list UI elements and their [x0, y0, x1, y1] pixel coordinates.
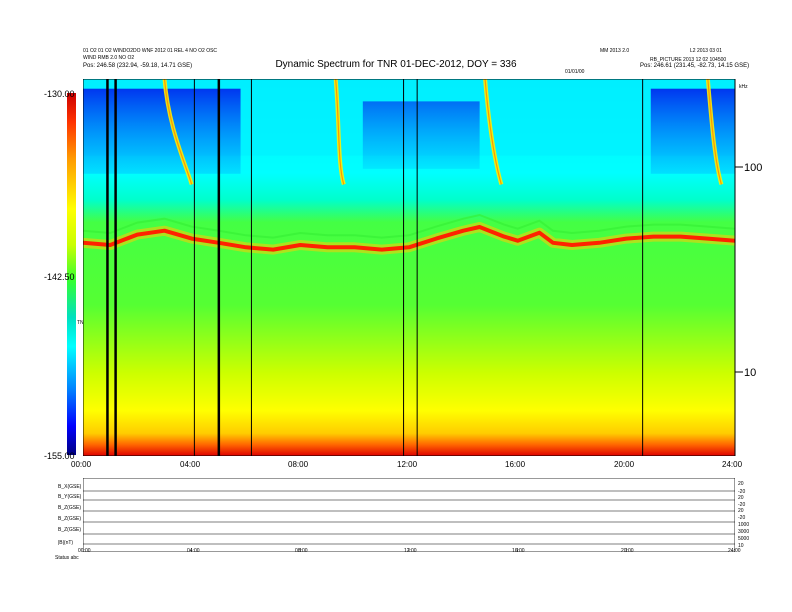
type-iii-burst-core-1	[335, 79, 345, 185]
plasma-line	[83, 225, 735, 252]
lower-right-label-5: -20	[738, 515, 746, 521]
lower-label-by: B_Y(GSE)	[58, 494, 82, 500]
header-right-line3: RB_PICTURE 2013 12 02 104500	[650, 57, 727, 63]
lower-right-label-2: 20	[738, 495, 744, 501]
header-left-line2: WIND RMB 2.0 NO O2	[83, 55, 135, 61]
header-left-position: Pos: 246.58 (232.94, -59.18, 14.71 GSE)	[83, 63, 193, 69]
x-tick-label-1: 04:00	[180, 460, 201, 469]
colorbar-tick-top: -130.00	[44, 89, 75, 99]
x-tick-label-2: 08:00	[288, 460, 309, 469]
type-iii-burst-core-3	[707, 79, 722, 185]
lower-label-bx: B_X(GSE)	[58, 484, 82, 490]
colorbar	[67, 93, 76, 455]
header-right-line2: L2 2013 03 01	[690, 48, 722, 54]
lower-right-label-9: 10	[738, 543, 744, 549]
x-tick-label-3: 12:00	[397, 460, 418, 469]
blue-emission-right	[650, 88, 735, 174]
lower-right-label-7: 3000	[738, 529, 750, 535]
lower-label-b: |B|(nT)	[58, 540, 74, 546]
lower-right-label-6: 1000	[738, 522, 750, 528]
x-tick-label-5: 20:00	[614, 460, 635, 469]
header-mid-tag: 01/01/00	[565, 69, 585, 75]
type-iii-burst-core-0	[163, 79, 193, 185]
burst-layer	[83, 79, 735, 186]
header-left-line1: 01 O2 01 O2 WINDO2DO WNF 2012 01 REL 4 N…	[83, 48, 218, 54]
lower-time-0: 00:00	[78, 548, 91, 554]
blue-emission-middle	[362, 101, 480, 169]
header-right-position: Pos: 246.61 (231.45, -82.73, 14.15 GSE)	[640, 63, 750, 69]
type-iii-burst-core-2	[484, 79, 502, 185]
magnetometer-panel	[83, 478, 735, 552]
x-tick-label-6: 24:00	[722, 460, 743, 469]
lower-label-bz1: B_Z(GSE)	[58, 505, 82, 511]
plasma-line-halo	[83, 213, 735, 239]
lower-time-4: 16:00	[512, 548, 525, 554]
lower-right-label-1: -20	[738, 489, 746, 495]
right-frequency-axis	[735, 79, 743, 456]
right-axis-label-100: 100	[744, 162, 763, 174]
magnetometer-traces	[83, 490, 735, 552]
right-axis-label-10: 10	[744, 367, 757, 379]
lower-time-1: 04:00	[187, 548, 200, 554]
colorbar-tick-bottom: -155.00	[44, 451, 75, 461]
chart-title: Dynamic Spectrum for TNR 01-DEC-2012, DO…	[275, 59, 517, 70]
lower-right-label-3: -20	[738, 502, 746, 508]
lower-right-label-4: 20	[738, 508, 744, 514]
status-label: Status abc	[55, 555, 79, 561]
blue-emission-left	[83, 88, 241, 174]
lower-time-6: 24:00	[728, 548, 741, 554]
plasma-line-layer	[83, 213, 735, 255]
header-right-line1: MM 2013 2.0	[600, 48, 630, 54]
lower-time-2: 08:00	[295, 548, 308, 554]
lower-time-3: 12:00	[404, 548, 417, 554]
right-axis-unit: kHz	[739, 84, 748, 90]
data-gap-layer	[106, 79, 644, 456]
colorbar-tick-mid: -142.50	[44, 272, 75, 282]
x-tick-label-4: 16:00	[505, 460, 526, 469]
lower-right-label-0: 20	[738, 481, 744, 487]
x-tick-label-0: 00:00	[71, 460, 92, 469]
lower-label-bz2: B_Z(GSE)	[58, 516, 82, 522]
colorbar-label: TNR	[77, 320, 88, 326]
lower-time-5: 20:00	[621, 548, 634, 554]
spectrogram-plot	[83, 79, 735, 456]
lower-label-bz3: B_Z(GSE)	[58, 527, 82, 533]
lower-right-label-8: 5000	[738, 536, 750, 542]
